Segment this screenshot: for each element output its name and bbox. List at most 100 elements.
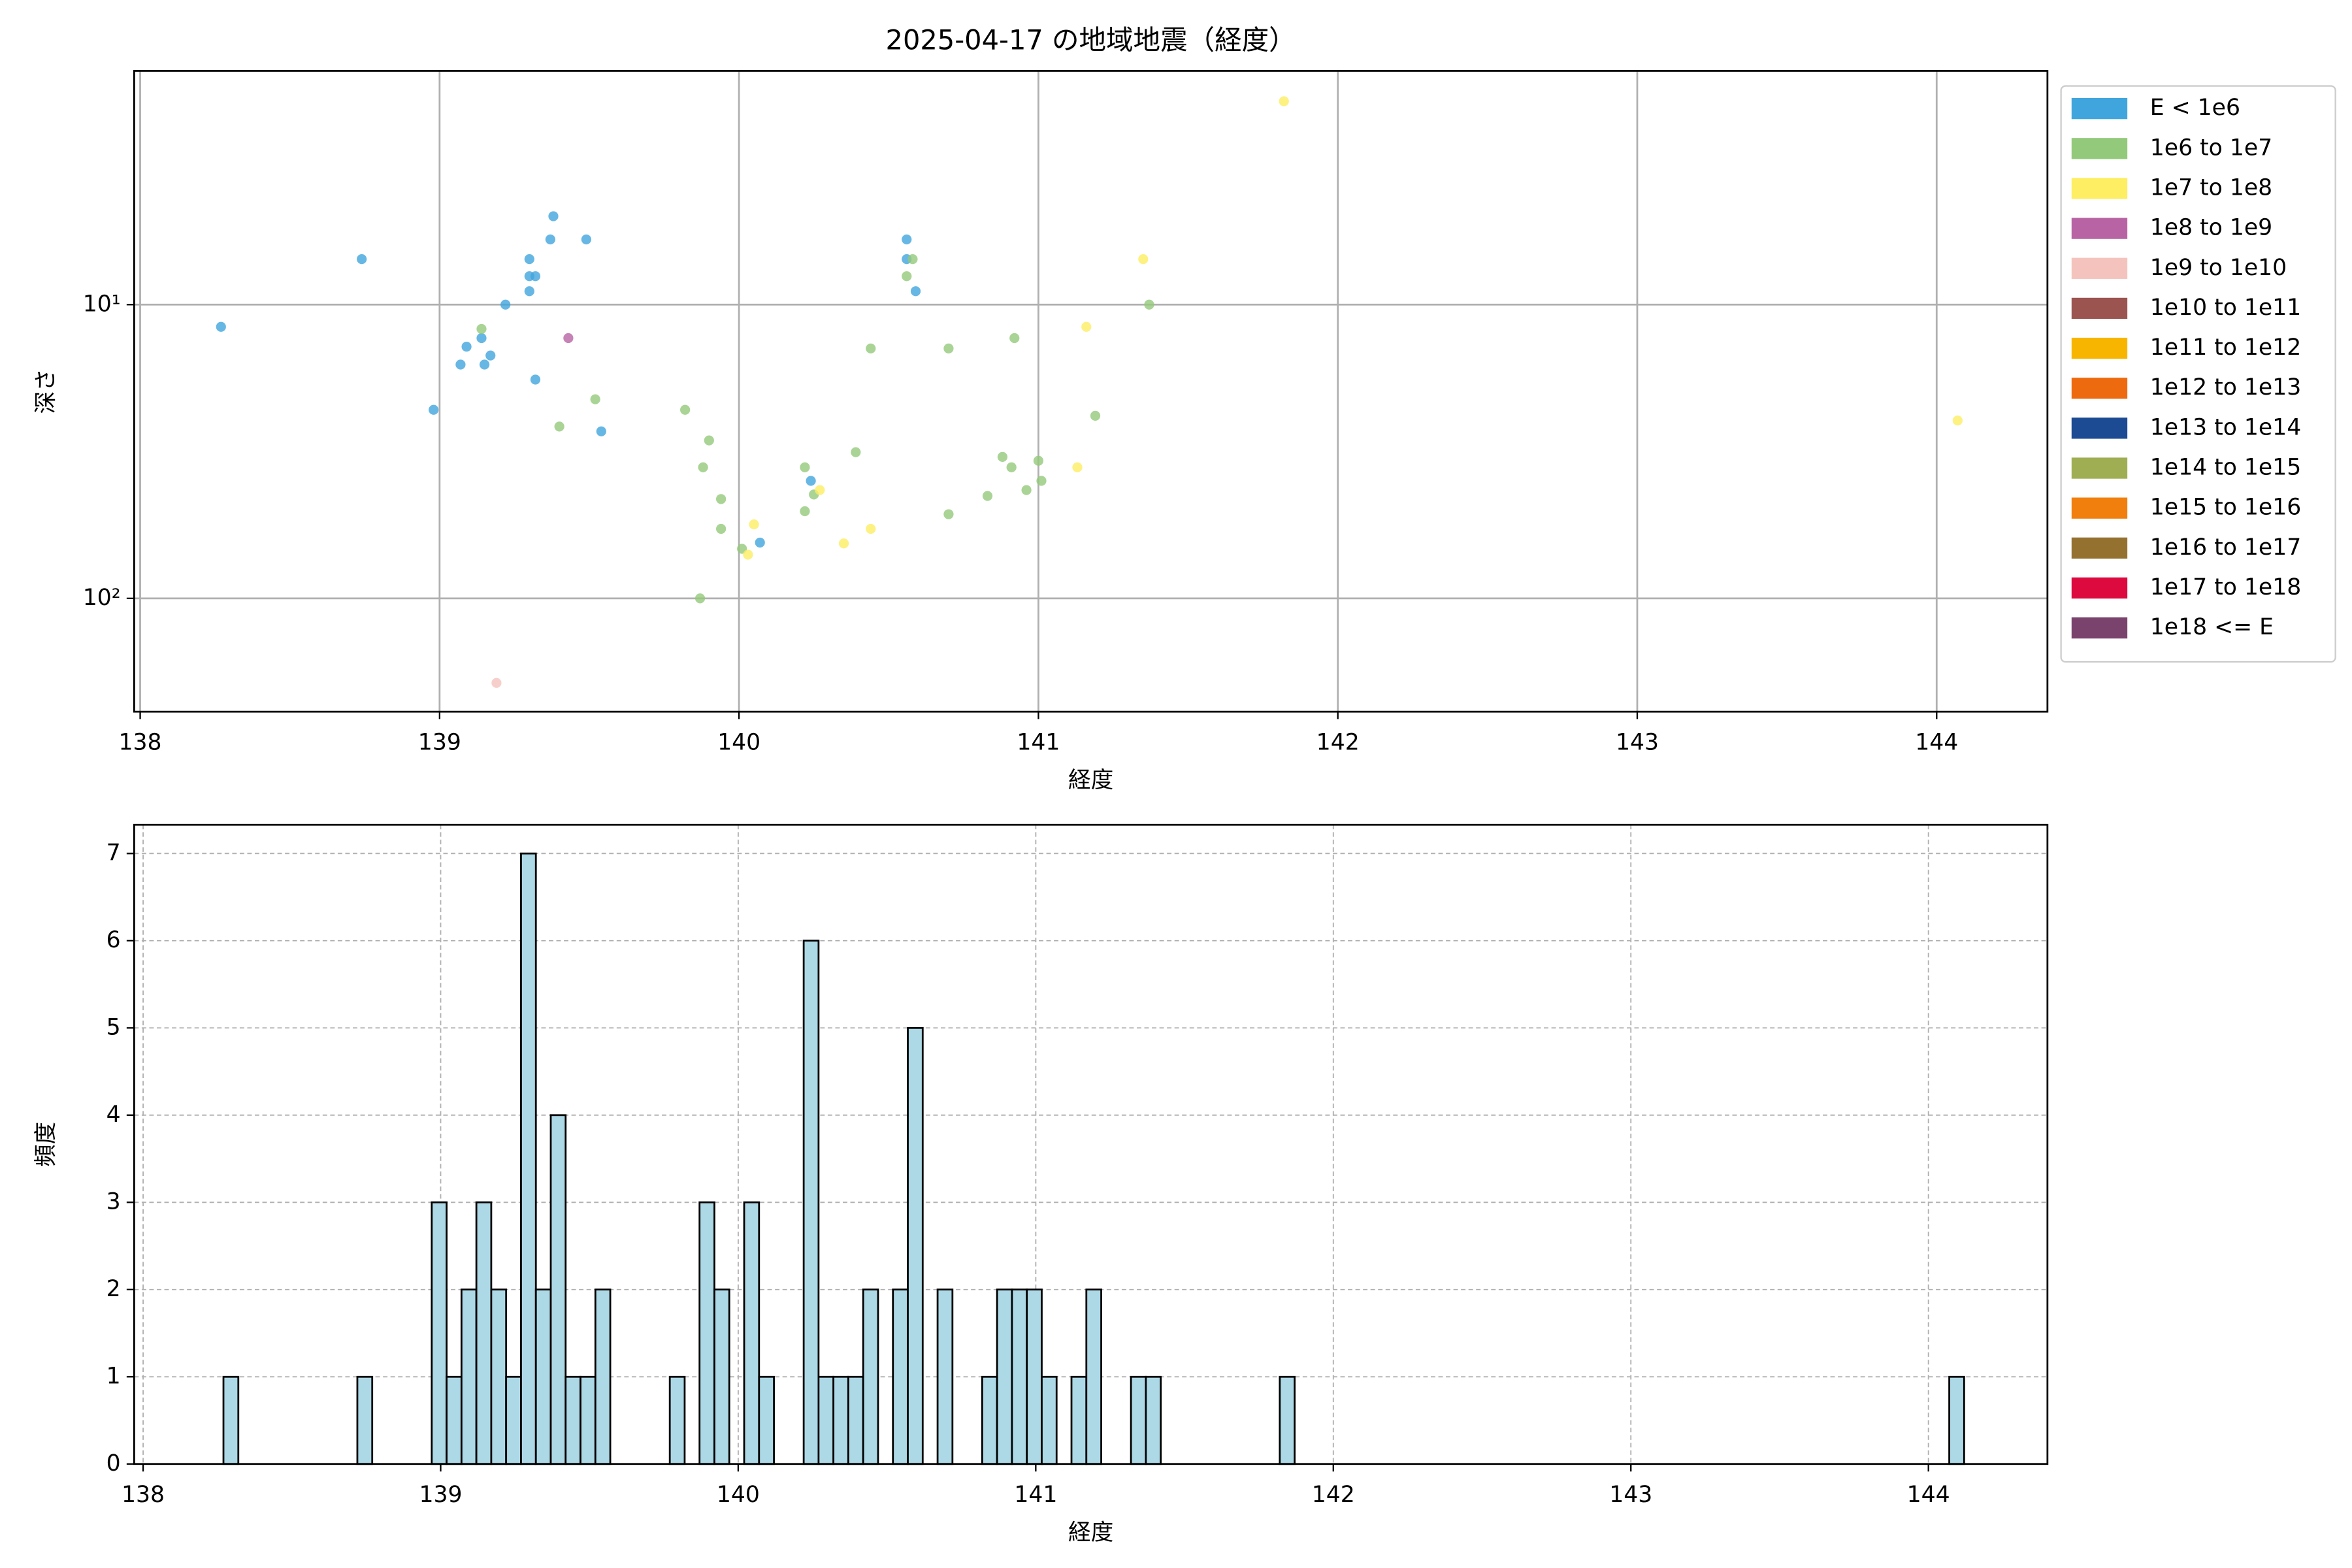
point <box>491 678 502 688</box>
histogram-bar <box>817 1375 835 1465</box>
point <box>590 394 600 404</box>
point <box>866 343 876 353</box>
point <box>716 494 727 504</box>
legend-label: 1e16 to 1e17 <box>2150 534 2301 561</box>
point <box>476 323 487 335</box>
histogram-bar <box>490 1288 508 1465</box>
point <box>943 509 954 519</box>
point <box>1081 321 1092 332</box>
y-tick-label: 5 <box>106 1014 121 1040</box>
point <box>997 451 1008 463</box>
histogram-bar <box>892 1288 909 1465</box>
y-tick-label: 6 <box>106 927 121 953</box>
point <box>429 404 439 415</box>
x-tick-label: 140 <box>717 730 760 756</box>
point <box>216 321 226 332</box>
point <box>749 519 759 530</box>
legend-label: 1e14 to 1e15 <box>2150 455 2301 481</box>
legend-swatch <box>2071 497 2128 519</box>
x-tick-label: 139 <box>418 730 461 756</box>
point <box>1144 299 1154 310</box>
histogram-bar <box>1145 1375 1162 1465</box>
legend-swatch <box>2071 218 2128 239</box>
histogram-bar <box>1130 1375 1147 1465</box>
point <box>1006 462 1017 472</box>
point <box>851 447 861 457</box>
point <box>800 462 810 472</box>
point <box>982 491 993 501</box>
plot-frame <box>133 823 2049 1465</box>
plot-frame <box>133 70 2049 713</box>
legend-swatch <box>2071 337 2128 359</box>
legend-label: 1e7 to 1e8 <box>2150 174 2272 201</box>
legend-swatch <box>2071 537 2128 559</box>
legend-swatch <box>2071 417 2128 439</box>
chart-title: 2025-04-17 の地域地震（経度） <box>886 24 1296 56</box>
histogram-bar <box>475 1201 493 1465</box>
legend-swatch <box>2071 378 2128 399</box>
y-tick-label: 10¹ <box>83 291 121 317</box>
point <box>1036 476 1047 486</box>
y-tick-label: 3 <box>106 1188 121 1215</box>
histogram-bar <box>564 1375 581 1465</box>
x-tick-label: 138 <box>119 730 162 756</box>
point <box>455 359 466 370</box>
legend-swatch <box>2071 457 2128 479</box>
histogram-bar <box>1070 1375 1088 1465</box>
legend-label: 1e10 to 1e11 <box>2150 295 2301 321</box>
x-tick-label: 142 <box>1316 730 1360 756</box>
legend-swatch <box>2071 98 2128 120</box>
point <box>815 485 825 495</box>
histogram-bar <box>1041 1375 1058 1465</box>
histogram-bar <box>534 1288 552 1465</box>
histogram-bar <box>1948 1375 1965 1465</box>
histogram-bar <box>713 1288 730 1465</box>
point <box>1279 96 1289 106</box>
y-tick-label: 2 <box>106 1276 121 1302</box>
point <box>524 254 534 265</box>
histogram-bar <box>1011 1288 1028 1465</box>
point <box>563 333 574 344</box>
point <box>755 537 765 548</box>
histogram-bar <box>802 939 820 1465</box>
legend-label: 1e8 to 1e9 <box>2150 215 2272 241</box>
point <box>1033 455 1044 466</box>
histogram-bar <box>698 1201 715 1465</box>
x-tick-label: 144 <box>1915 730 1958 756</box>
x-tick-label: 141 <box>1017 730 1060 756</box>
y-tick-label: 0 <box>106 1450 121 1477</box>
point <box>524 286 534 297</box>
point <box>500 299 511 310</box>
x-tick-label: 139 <box>419 1482 462 1508</box>
point <box>902 234 912 245</box>
histogram-bar <box>847 1375 864 1465</box>
legend-label: 1e13 to 1e14 <box>2150 414 2301 440</box>
legend-label: E < 1e6 <box>2150 95 2240 121</box>
histogram-bar <box>1279 1375 1296 1465</box>
histogram-bar <box>446 1375 463 1465</box>
point <box>554 421 564 432</box>
point <box>581 234 592 245</box>
histogram-bar <box>936 1288 954 1465</box>
histogram-bar <box>222 1375 240 1465</box>
histogram-bar <box>431 1201 448 1465</box>
point <box>596 426 606 436</box>
legend-swatch <box>2071 297 2128 319</box>
point <box>866 523 876 534</box>
legend-swatch <box>2071 577 2128 599</box>
y-tick-label: 4 <box>106 1102 121 1128</box>
point <box>800 506 810 517</box>
point <box>698 462 708 472</box>
x-tick-label: 138 <box>122 1482 165 1508</box>
histogram-bar <box>594 1288 612 1465</box>
legend-box <box>2060 85 2336 663</box>
legend-label: 1e12 to 1e13 <box>2150 374 2301 400</box>
legend-label: 1e11 to 1e12 <box>2150 335 2301 361</box>
point <box>838 538 849 549</box>
point <box>545 234 556 245</box>
x-tick-label: 142 <box>1312 1482 1355 1508</box>
legend-swatch <box>2071 617 2128 639</box>
histogram-bar <box>996 1288 1013 1465</box>
y-tick-label: 7 <box>106 840 121 866</box>
